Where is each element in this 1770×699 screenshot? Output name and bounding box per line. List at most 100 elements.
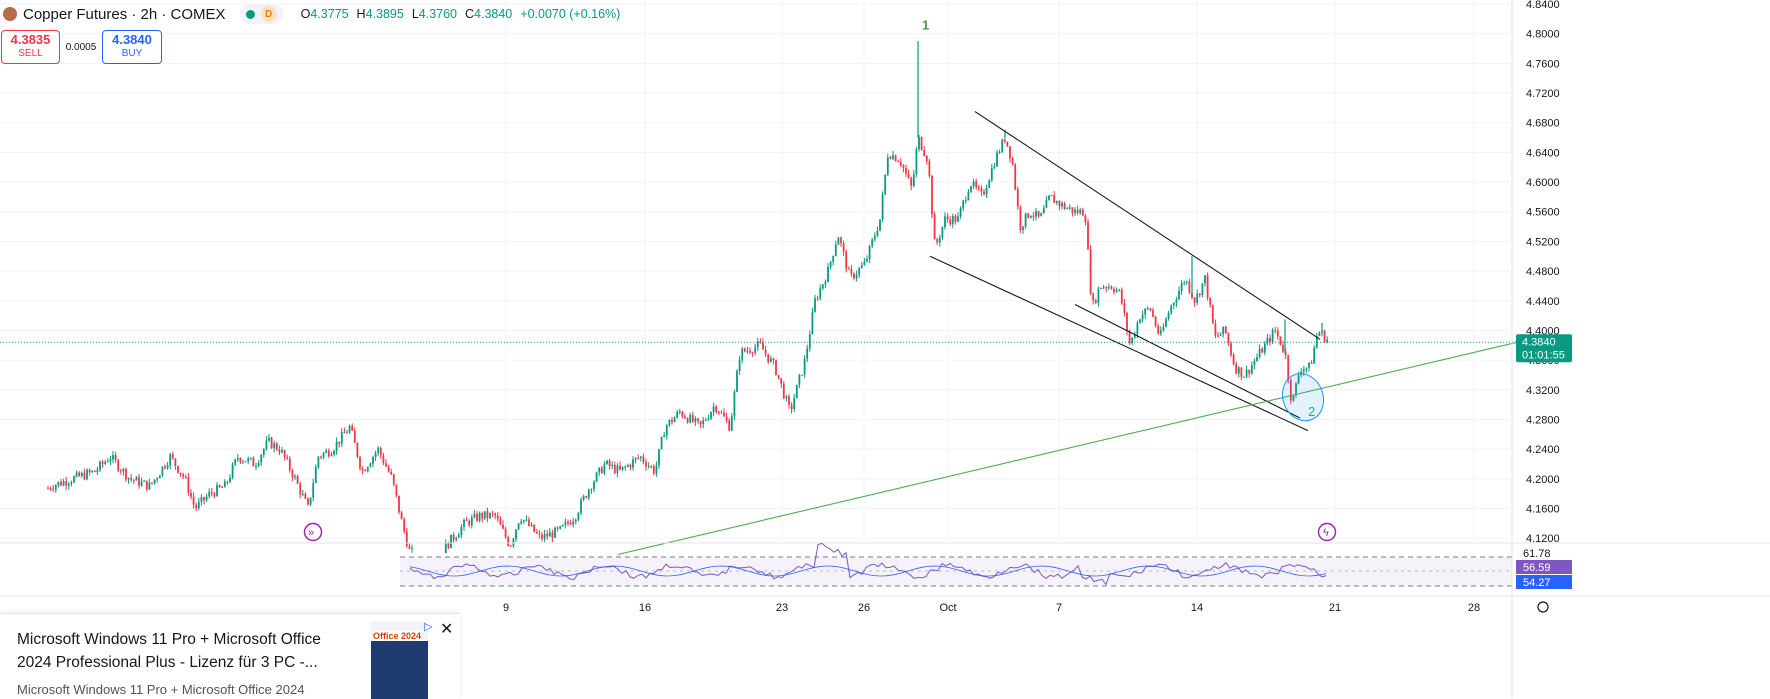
rsi-value-tag [1516,560,1572,574]
candle-body [1178,290,1180,300]
candle-body [169,454,172,466]
candle-body [834,244,837,256]
candle-body [1011,158,1014,165]
rsi-ma-line [409,565,1327,577]
candle-body [634,457,637,460]
price-axis-label: 4.1200 [1526,533,1560,545]
candle-body [1318,332,1321,337]
candle-body [327,450,330,457]
symbol-title[interactable]: Copper Futures · 2h · COMEX [23,5,226,23]
candle-body [1297,375,1300,384]
buy-label: BUY [121,48,143,59]
candle-body [858,268,861,275]
candle-body [1050,195,1053,197]
candle-body [340,431,343,444]
candle-body [1037,211,1040,217]
candle-body [1102,287,1105,289]
sell-button[interactable]: 4.3835 SELL [1,30,60,64]
time-axis-label: 7 [1056,602,1062,614]
candle-body [626,464,629,467]
candle-body [756,341,759,348]
candle-body [1271,330,1274,342]
candle-body [1024,213,1027,227]
candle-body [190,492,192,497]
candle-body [889,157,892,159]
copper-symbol-icon[interactable] [3,7,17,21]
candle-body [117,460,120,471]
candle-body [1235,364,1238,374]
delayed-data-badge[interactable]: D [260,6,277,22]
price-axis-label: 4.8000 [1526,29,1560,41]
candle-body [114,455,117,461]
market-status-pill[interactable]: D [239,4,283,24]
price-axis-label: 4.4400 [1526,296,1560,308]
candle-body [312,483,315,498]
candle-body [252,457,255,467]
channel-upper-line[interactable] [974,111,1321,340]
candle-body [931,175,933,215]
ad-product-image[interactable]: Office 2024 [371,621,428,699]
candle-body [819,288,822,299]
candle-body [294,476,296,478]
candle-body [645,462,647,467]
candle-body [283,450,286,458]
rsi-level-label: 61.78 [1523,548,1551,560]
advertisement[interactable]: Microsoft Windows 11 Pro + Microsoft Off… [0,613,460,699]
close-icon[interactable]: ✕ [440,621,454,638]
candle-body [1276,330,1279,337]
candle-body [749,350,751,353]
wave-label-1: 1 [922,18,929,33]
candle-body [665,425,668,436]
ad-description[interactable]: Microsoft Windows 11 Pro + Microsoft Off… [17,682,305,697]
candle-body [546,533,549,537]
candle-body [808,334,811,349]
candle-body [691,414,694,422]
candle-body [1035,211,1037,217]
ohlc-close-value: 4.3840 [474,7,513,21]
dividend-flash-icon[interactable] [1317,522,1337,542]
ohlc-change-value: +0.0070 (+0.16%) [520,7,621,21]
candle-body [647,466,650,468]
candle-body [390,471,393,475]
candlestick-series [47,134,1329,554]
event-marker-icon[interactable] [303,522,323,542]
candle-body [702,420,705,425]
candle-body [75,472,78,477]
channel-mid-line[interactable] [1074,303,1301,419]
candle-body [707,418,710,420]
candle-body [821,284,824,289]
candle-body [346,432,348,434]
candle-body [868,245,871,259]
candle-body [1003,139,1006,142]
candle-body [1019,206,1022,231]
candle-body [1076,209,1079,214]
current-price-tag[interactable] [1516,334,1572,363]
candle-body [603,464,606,474]
ad-title[interactable]: Microsoft Windows 11 Pro + Microsoft Off… [17,631,321,671]
wave2-highlight-ellipse[interactable] [1276,368,1330,427]
candle-body [171,454,174,459]
candle-body [972,181,975,187]
settings-gear-icon[interactable] [1537,601,1549,613]
candle-body [673,417,676,423]
candle-body [93,470,96,472]
candle-body [650,466,653,468]
candle-body [1209,297,1212,305]
buy-button[interactable]: 4.3840 BUY [102,30,162,64]
candle-body [494,513,497,516]
candle-body [88,470,91,473]
candle-body [715,406,718,412]
candle-body [1279,336,1282,345]
support-trendline[interactable] [617,341,1521,556]
candle-body [1230,343,1232,356]
candle-body [197,501,200,509]
candle-body [769,358,772,362]
ad-image-text: Office 2024 [373,631,422,641]
ad-choices-icon[interactable]: ▷ [424,621,433,633]
channel-lower-line[interactable] [929,255,1309,432]
candle-body [257,462,260,467]
candle-body [507,537,510,546]
candle-body [49,488,52,490]
candle-body [275,443,278,450]
